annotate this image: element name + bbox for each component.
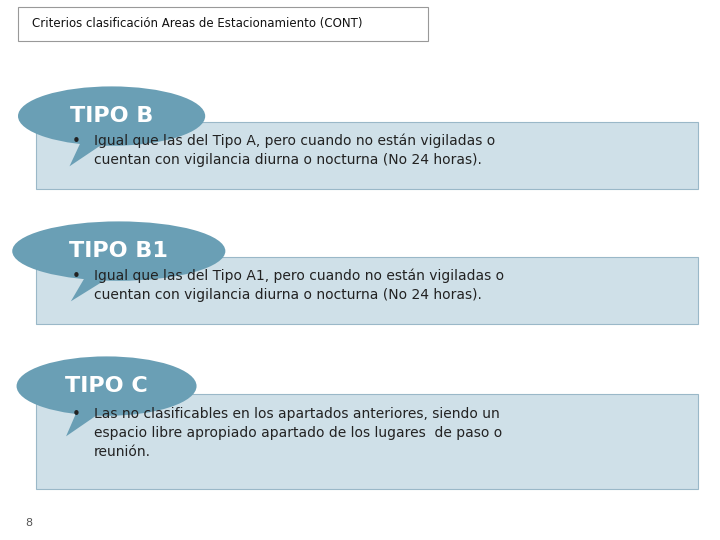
Text: •: • [72, 269, 81, 284]
FancyBboxPatch shape [36, 394, 698, 489]
Text: 8: 8 [25, 518, 32, 528]
Text: TIPO B: TIPO B [70, 106, 153, 126]
Ellipse shape [17, 356, 197, 416]
Text: TIPO C: TIPO C [66, 376, 148, 396]
FancyBboxPatch shape [18, 7, 428, 40]
Polygon shape [66, 404, 113, 436]
FancyBboxPatch shape [36, 122, 698, 189]
Polygon shape [69, 134, 118, 166]
Ellipse shape [12, 221, 225, 281]
Polygon shape [71, 269, 123, 301]
Text: •: • [72, 134, 81, 149]
Text: Criterios clasificación Areas de Estacionamiento (CONT): Criterios clasificación Areas de Estacio… [32, 17, 363, 30]
Text: Igual que las del Tipo A1, pero cuando no están vigiladas o
cuentan con vigilanc: Igual que las del Tipo A1, pero cuando n… [94, 269, 504, 302]
FancyBboxPatch shape [36, 256, 698, 324]
Text: •: • [72, 407, 81, 422]
Text: Igual que las del Tipo A, pero cuando no están vigiladas o
cuentan con vigilanci: Igual que las del Tipo A, pero cuando no… [94, 134, 495, 167]
Ellipse shape [18, 86, 205, 146]
Text: Las no clasificables en los apartados anteriores, siendo un
espacio libre apropi: Las no clasificables en los apartados an… [94, 407, 502, 458]
Text: TIPO B1: TIPO B1 [69, 241, 168, 261]
